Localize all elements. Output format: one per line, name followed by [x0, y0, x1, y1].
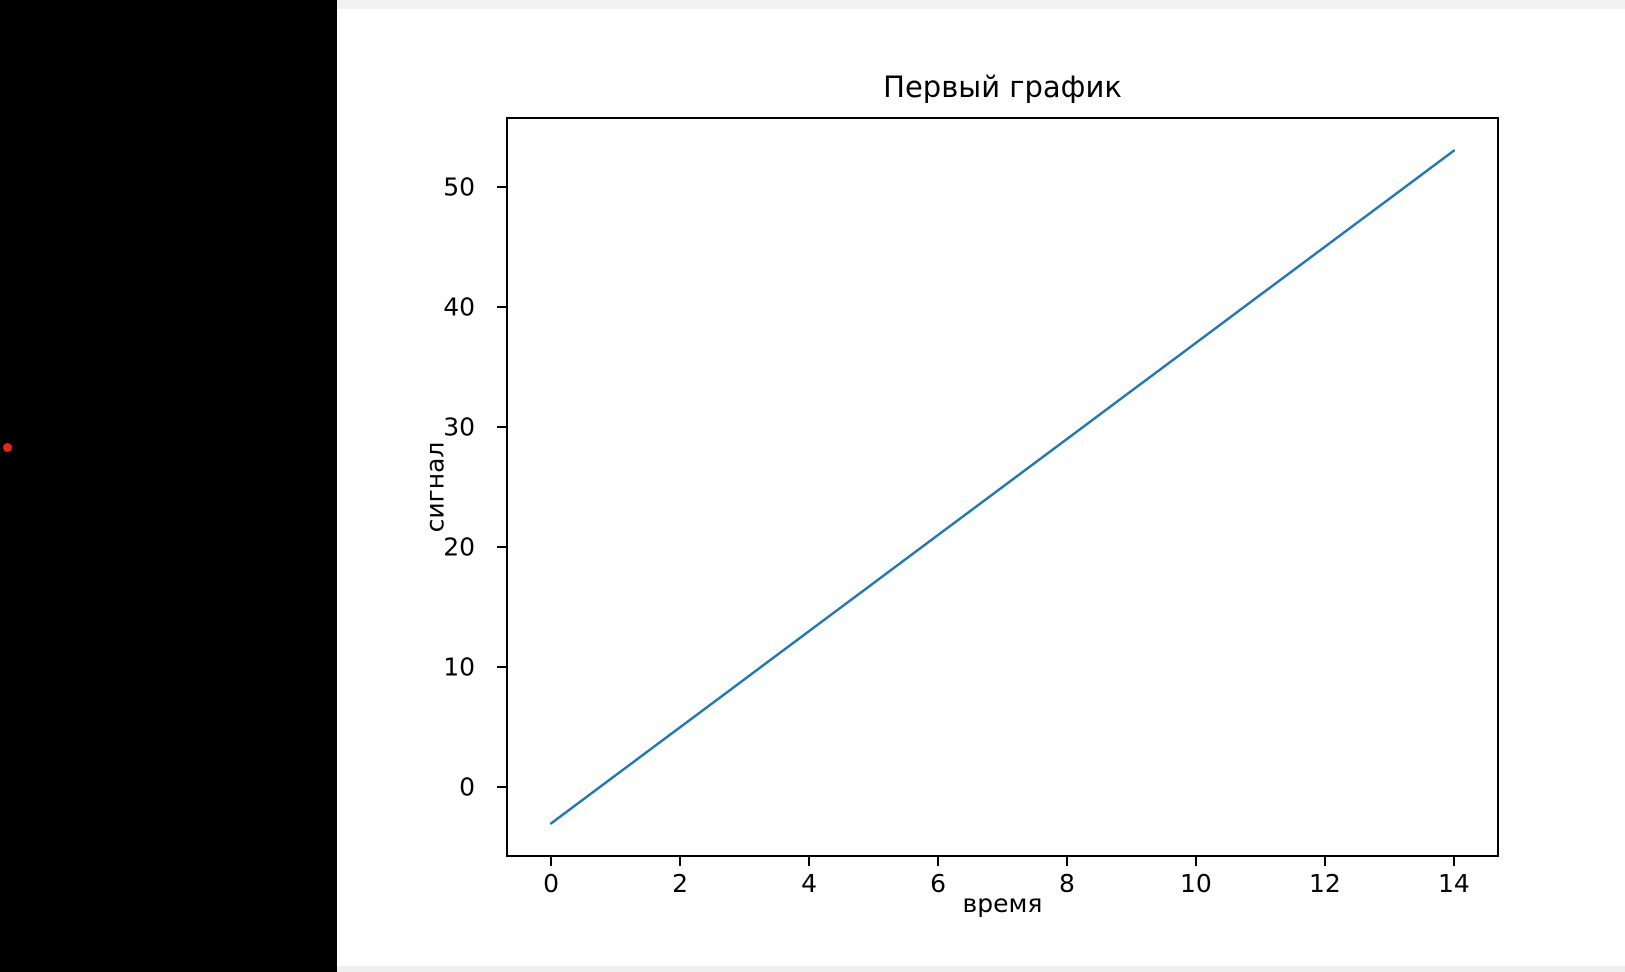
red-cursor-dot — [3, 443, 12, 452]
x-tick-mark — [1194, 857, 1197, 866]
y-tick-mark — [497, 185, 506, 188]
x-tick-label: 10 — [1180, 869, 1212, 898]
bottom-gutter-strip — [337, 966, 1625, 972]
y-tick-label: 20 — [443, 532, 475, 562]
x-tick-mark — [679, 857, 682, 866]
chart-title: Первый график — [883, 70, 1122, 104]
y-tick-mark — [497, 305, 506, 308]
y-tick-label: 30 — [443, 412, 475, 442]
x-tick-label: 6 — [930, 869, 946, 898]
x-tick-label: 12 — [1308, 869, 1341, 898]
x-tick-mark — [808, 857, 811, 866]
y-tick-label: 50 — [443, 172, 475, 202]
x-tick-mark — [550, 857, 553, 866]
data-series-line — [549, 149, 1456, 825]
matplotlib-figure: Первый график сигнал 0 2 4 6 8 10 12 14 0 10 20 30… — [337, 9, 1625, 966]
y-axis-label: сигнал — [420, 117, 450, 857]
y-tick-label: 10 — [443, 652, 475, 682]
y-tick-mark — [497, 786, 506, 789]
x-tick-label: 0 — [543, 869, 560, 898]
x-tick-label: 14 — [1437, 869, 1470, 898]
y-axis-label-text: сигнал — [420, 441, 450, 533]
x-axis-label: время — [962, 889, 1043, 918]
x-tick-mark — [1065, 857, 1068, 866]
y-tick-mark — [497, 425, 506, 428]
y-tick-mark — [497, 666, 506, 669]
x-tick-label: 4 — [801, 869, 817, 898]
x-tick-mark — [937, 857, 940, 866]
x-tick-label: 2 — [672, 869, 689, 898]
top-gutter-strip — [337, 0, 1625, 9]
y-tick-mark — [497, 546, 506, 549]
y-tick-label: 40 — [443, 292, 475, 322]
x-tick-mark — [1452, 857, 1455, 866]
chart-plot-area — [549, 149, 1456, 825]
black-left-panel — [0, 0, 337, 972]
x-tick-mark — [1323, 857, 1326, 866]
y-tick-label: 0 — [459, 772, 475, 802]
x-tick-label: 8 — [1059, 869, 1075, 898]
